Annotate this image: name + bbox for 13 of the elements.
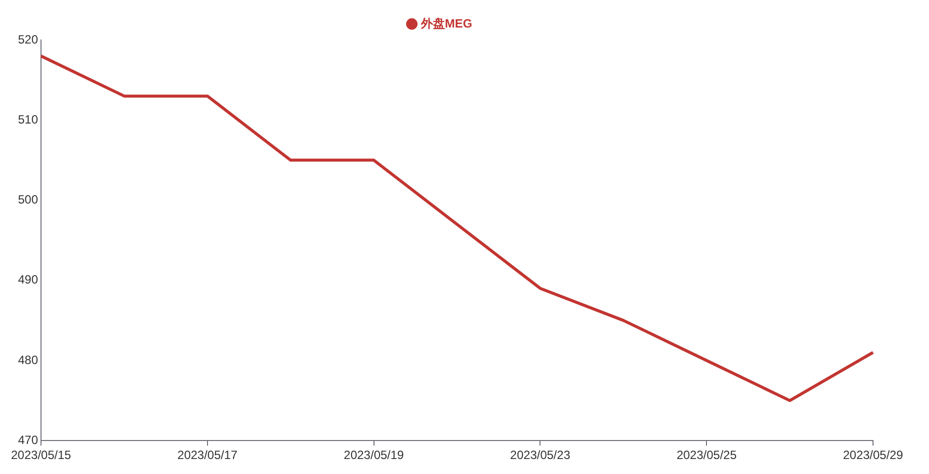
legend-label: 外盘MEG <box>420 16 472 30</box>
y-tick-label: 480 <box>18 352 38 367</box>
x-tick-label: 2023/05/23 <box>510 448 571 462</box>
x-tick-label: 2023/05/25 <box>676 448 737 462</box>
x-tick-label: 2023/05/19 <box>344 448 404 462</box>
y-tick-label: 500 <box>18 192 38 207</box>
x-tick-label: 2023/05/17 <box>177 448 238 462</box>
y-tick-label: 490 <box>18 272 38 287</box>
x-tick-label: 2023/05/15 <box>11 448 72 462</box>
y-tick-label: 510 <box>18 112 38 126</box>
y-tick-label: 520 <box>18 32 38 46</box>
x-tick-label: 2023/05/29 <box>842 448 904 462</box>
y-tick-label: 470 <box>18 432 38 447</box>
